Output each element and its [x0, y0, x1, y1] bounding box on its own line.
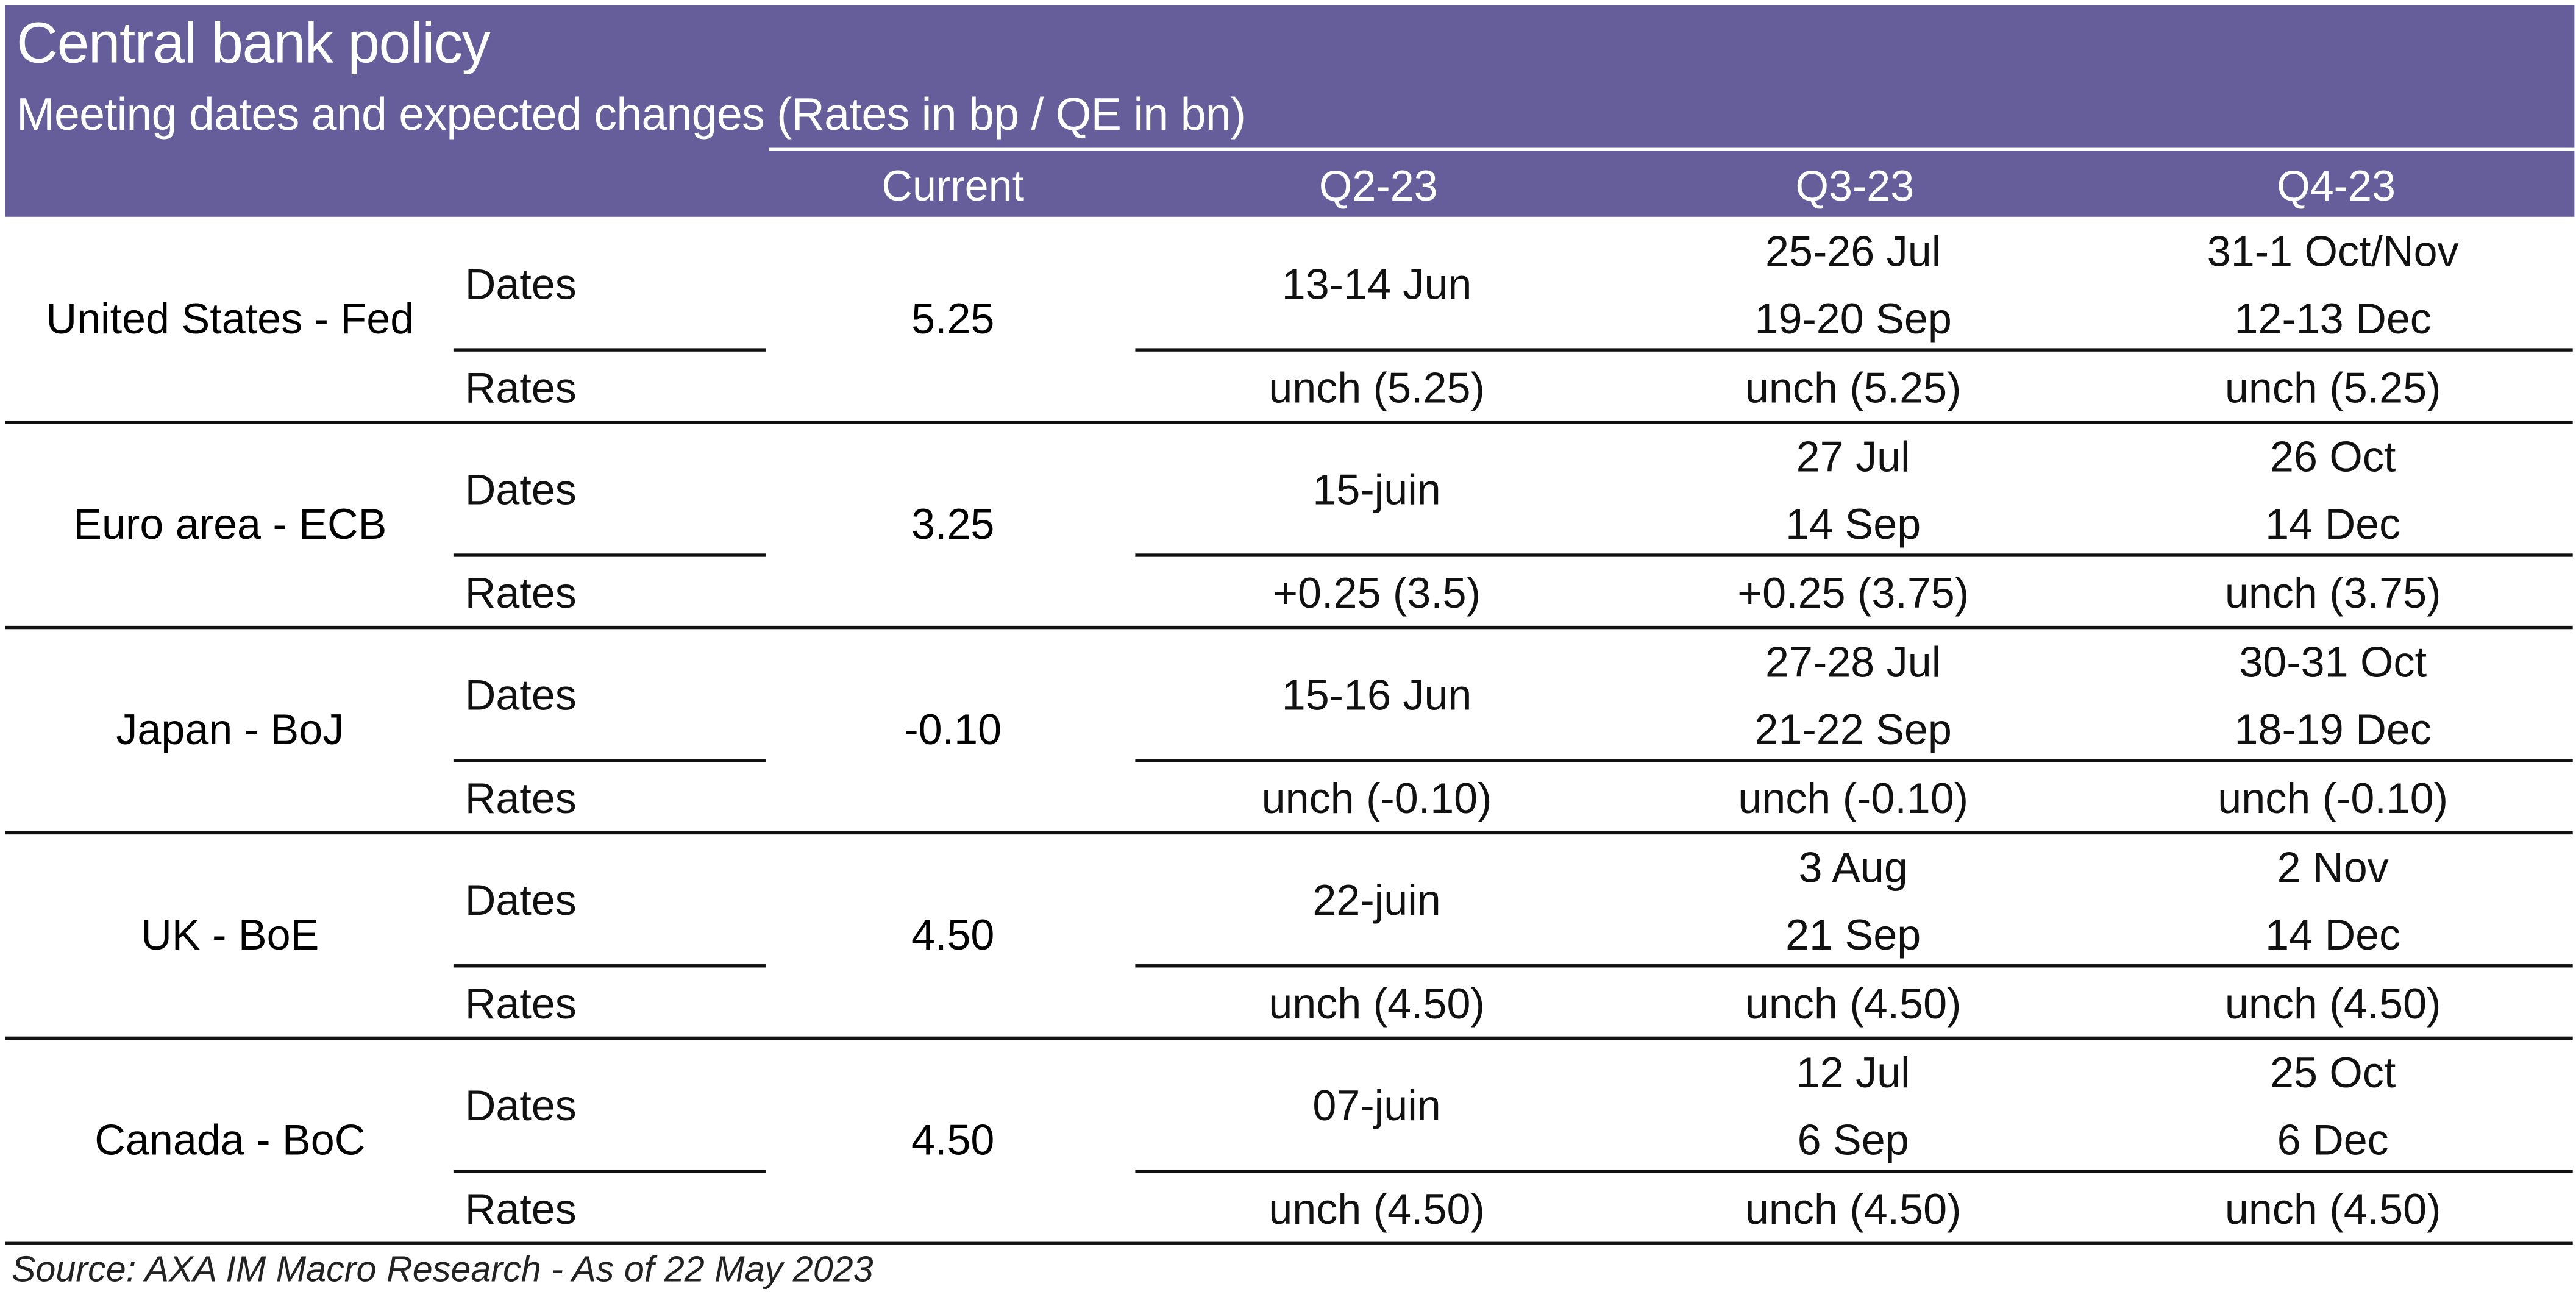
q4-rates: unch (4.50)	[2224, 1184, 2441, 1234]
q4-rates: unch (4.50)	[2224, 979, 2441, 1029]
q3-dates-1: 12 Jul	[1796, 1048, 1910, 1098]
q4-rates: unch (-0.10)	[2218, 773, 2449, 823]
current-rate: 3.25	[911, 499, 995, 549]
q2-rates: unch (4.50)	[1268, 1184, 1485, 1234]
bank-group-divider	[5, 1241, 2573, 1245]
row-label-dates: Dates	[464, 875, 577, 925]
q4-dates-1: 25 Oct	[2269, 1048, 2396, 1098]
q3-dates-2: 21 Sep	[1785, 910, 1921, 959]
current-rate: 4.50	[911, 910, 995, 959]
row-label-rates: Rates	[464, 979, 577, 1029]
q4-dates-2: 14 Dec	[2265, 499, 2401, 549]
dates-values-divider	[1135, 553, 2573, 557]
q2-dates: 15-16 Jun	[1281, 670, 1472, 720]
bank-name: United States - Fed	[46, 294, 415, 344]
q3-rates: unch (4.50)	[1745, 1184, 1962, 1234]
table-header: Central bank policy Meeting dates and ex…	[5, 5, 2576, 217]
q2-rates: unch (5.25)	[1268, 363, 1485, 413]
header-divider	[769, 147, 2576, 151]
q3-dates-1: 27-28 Jul	[1765, 637, 1941, 687]
q4-dates-1: 30-31 Oct	[2239, 637, 2427, 687]
q4-dates-1: 26 Oct	[2269, 431, 2396, 481]
dates-label-divider	[453, 553, 766, 557]
dates-values-divider	[1135, 1169, 2573, 1173]
q3-dates-2: 6 Sep	[1797, 1115, 1909, 1165]
row-label-rates: Rates	[464, 773, 577, 823]
bank-name: Canada - BoC	[94, 1115, 366, 1165]
bank-group-divider	[5, 625, 2573, 630]
q2-rates: unch (4.50)	[1268, 979, 1485, 1029]
q2-dates: 13-14 Jun	[1281, 259, 1472, 309]
bank-name: UK - BoE	[141, 910, 319, 959]
q4-rates: unch (5.25)	[2224, 363, 2441, 413]
dates-label-divider	[453, 759, 766, 762]
q4-dates-2: 18-19 Dec	[2234, 705, 2432, 754]
q3-dates-2: 19-20 Sep	[1754, 294, 1952, 344]
q2-dates: 07-juin	[1312, 1081, 1441, 1131]
column-header-q3: Q3-23	[1795, 161, 1915, 210]
column-header-q4: Q4-23	[2277, 161, 2396, 210]
current-rate: -0.10	[904, 705, 1002, 754]
q3-dates-1: 3 Aug	[1798, 842, 1908, 892]
q4-dates-2: 12-13 Dec	[2234, 294, 2432, 344]
bank-name: Euro area - ECB	[73, 499, 387, 549]
row-label-rates: Rates	[464, 363, 577, 413]
q4-rates: unch (3.75)	[2224, 568, 2441, 618]
q2-rates: +0.25 (3.5)	[1273, 568, 1481, 618]
current-rate: 4.50	[911, 1115, 995, 1165]
page-subtitle: Meeting dates and expected changes (Rate…	[16, 88, 1246, 140]
column-header-q2: Q2-23	[1318, 161, 1438, 210]
dates-values-divider	[1135, 964, 2573, 968]
q3-dates-1: 25-26 Jul	[1765, 226, 1941, 276]
dates-label-divider	[453, 348, 766, 352]
q2-dates: 22-juin	[1312, 875, 1441, 925]
bank-name: Japan - BoJ	[116, 705, 344, 754]
q3-dates-2: 21-22 Sep	[1754, 705, 1952, 754]
row-label-dates: Dates	[464, 464, 577, 514]
row-label-rates: Rates	[464, 1184, 577, 1234]
dates-values-divider	[1135, 759, 2573, 762]
row-label-dates: Dates	[464, 1081, 577, 1131]
q3-dates-2: 14 Sep	[1785, 499, 1921, 549]
q4-dates-2: 6 Dec	[2277, 1115, 2389, 1165]
current-rate: 5.25	[911, 294, 995, 344]
dates-values-divider	[1135, 348, 2573, 352]
q4-dates-1: 31-1 Oct/Nov	[2207, 226, 2459, 276]
row-label-dates: Dates	[464, 259, 577, 309]
column-header-current: Current	[881, 161, 1025, 210]
q3-rates: unch (-0.10)	[1738, 773, 1969, 823]
source-note: Source: AXA IM Macro Research - As of 22…	[11, 1248, 873, 1290]
q2-rates: unch (-0.10)	[1261, 773, 1492, 823]
row-label-rates: Rates	[464, 568, 577, 618]
bank-group-divider	[5, 420, 2573, 424]
q3-rates: +0.25 (3.75)	[1737, 568, 1969, 618]
q4-dates-2: 14 Dec	[2265, 910, 2401, 959]
page-title: Central bank policy	[16, 11, 491, 76]
bank-group-divider	[5, 1036, 2573, 1040]
q2-dates: 15-juin	[1312, 464, 1441, 514]
bank-group-divider	[5, 831, 2573, 835]
q4-dates-1: 2 Nov	[2277, 842, 2389, 892]
row-label-dates: Dates	[464, 670, 577, 720]
q3-rates: unch (5.25)	[1745, 363, 1962, 413]
dates-label-divider	[453, 964, 766, 968]
q3-dates-1: 27 Jul	[1796, 431, 1910, 481]
q3-rates: unch (4.50)	[1745, 979, 1962, 1029]
dates-label-divider	[453, 1169, 766, 1173]
